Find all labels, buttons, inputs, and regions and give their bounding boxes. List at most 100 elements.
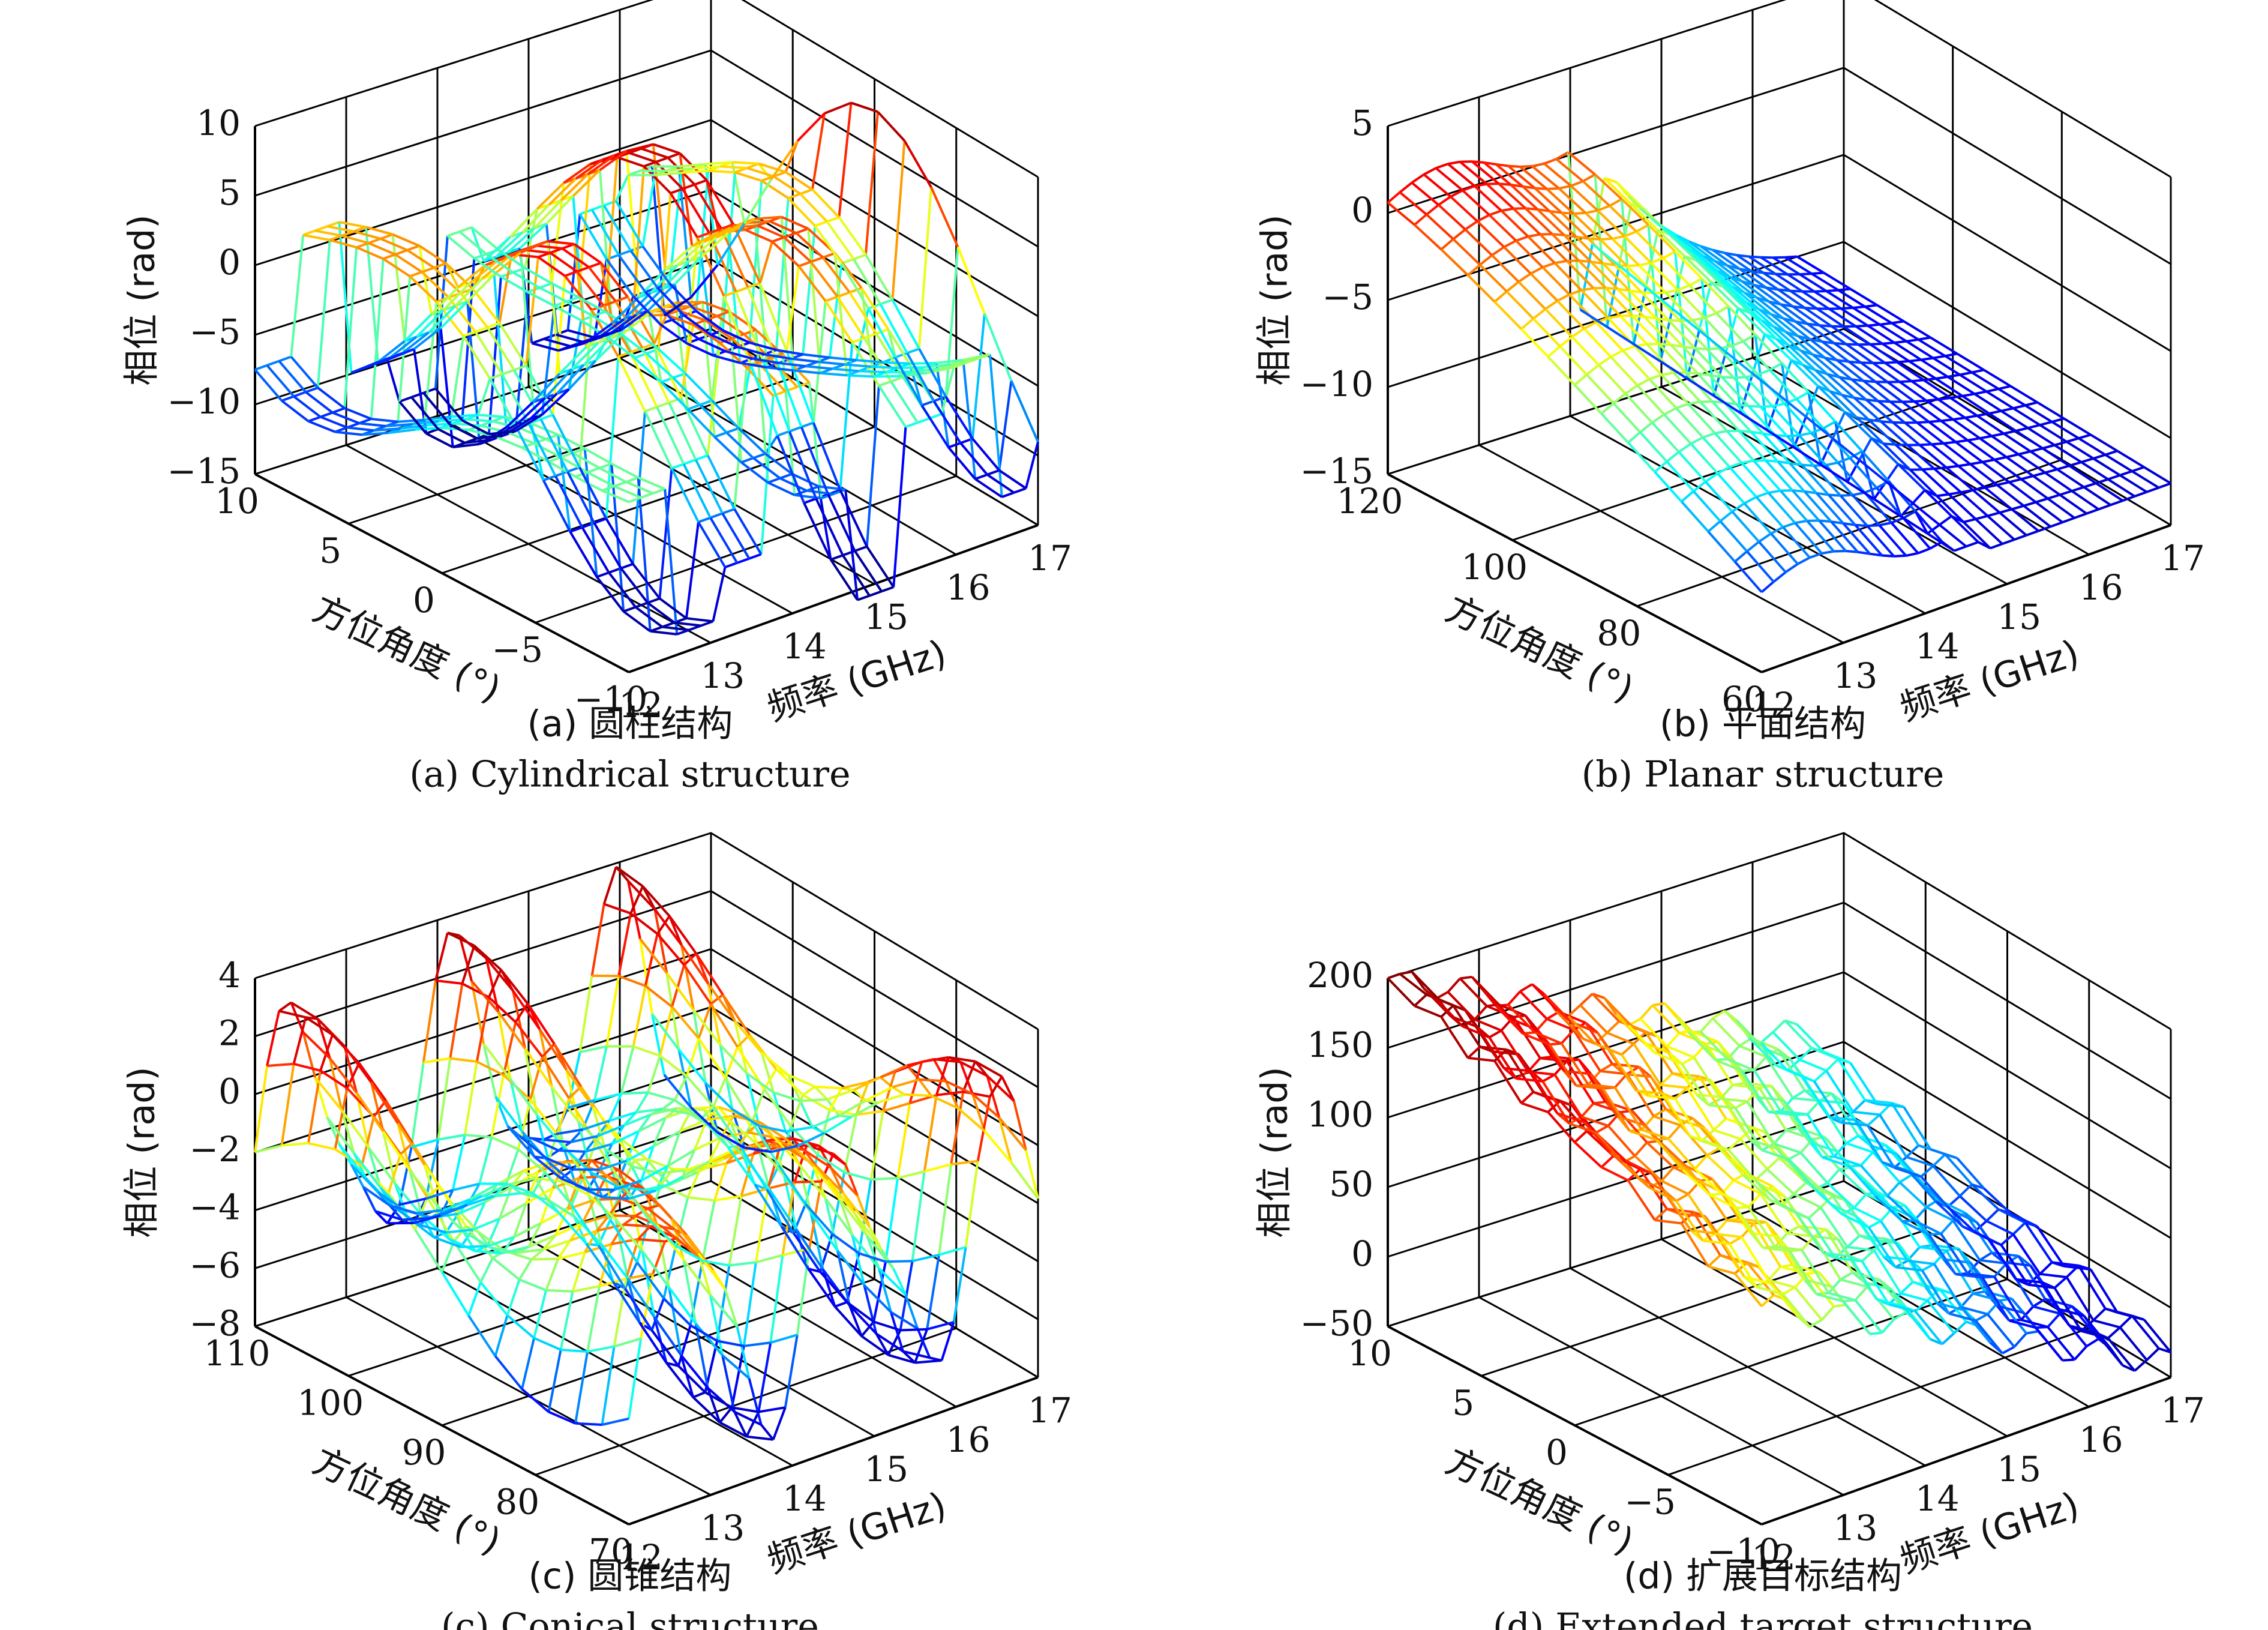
- mesh-segment: [1792, 305, 1820, 326]
- mesh-segment: [2035, 497, 2048, 504]
- mesh-segment: [1667, 319, 1696, 349]
- mesh-segment: [1829, 1116, 1856, 1122]
- mesh-segment: [1777, 460, 1790, 465]
- mesh-segment: [473, 253, 487, 260]
- mesh-segment: [1749, 311, 1778, 340]
- mesh-segment: [1610, 349, 1624, 358]
- mesh-segment: [266, 359, 280, 367]
- mesh-segment: [1411, 173, 1425, 184]
- mesh-segment: [388, 428, 416, 435]
- mesh-segment: [1555, 1010, 1584, 1040]
- mesh-segment: [1662, 257, 1691, 286]
- mesh-segment: [1399, 973, 1427, 996]
- mesh-segment: [1666, 1032, 1681, 1048]
- mesh-segment: [544, 368, 573, 399]
- mesh-segment: [541, 305, 556, 415]
- mesh-segment: [1678, 451, 1707, 483]
- mesh-segment: [1767, 492, 1796, 524]
- mesh-segment: [650, 1107, 678, 1116]
- mesh-segment: [724, 1289, 739, 1328]
- mesh-segment: [626, 880, 641, 939]
- mesh-segment: [1742, 1174, 1771, 1201]
- mesh-segment: [887, 328, 916, 374]
- mesh-segment: [930, 187, 959, 248]
- mesh-segment: [1807, 519, 1819, 522]
- mesh-segment: [1792, 1096, 1820, 1102]
- mesh-segment: [1780, 489, 1793, 492]
- mesh-segment: [1758, 541, 1787, 573]
- mesh-segment: [1999, 1299, 2027, 1334]
- mesh-segment: [1847, 1245, 1874, 1252]
- mesh-segment: [644, 1188, 673, 1220]
- mesh-segment: [1924, 489, 1952, 517]
- z-tick-label: 0: [1351, 190, 1373, 230]
- mesh-segment: [1670, 1154, 1699, 1182]
- mesh-segment: [1625, 1159, 1653, 1175]
- mesh-segment: [1609, 1048, 1637, 1092]
- mesh-segment: [1452, 228, 1466, 240]
- mesh-segment: [704, 319, 733, 340]
- mesh-segment: [892, 1268, 907, 1296]
- mesh-segment: [674, 1099, 703, 1120]
- mesh-segment: [1747, 1206, 1777, 1248]
- mesh-segment: [637, 477, 652, 631]
- mesh-segment: [370, 1081, 385, 1132]
- mesh-segment: [461, 419, 490, 436]
- mesh-segment: [531, 341, 559, 352]
- mesh-segment: [1774, 1142, 1801, 1154]
- mesh-segment: [1697, 373, 1726, 404]
- mesh-segment: [758, 241, 773, 284]
- mesh-segment: [837, 291, 850, 298]
- mesh-segment: [447, 230, 460, 237]
- mesh-segment: [754, 215, 782, 220]
- mesh-segment: [1749, 1138, 1777, 1150]
- mesh-segment: [2119, 470, 2133, 477]
- mesh-segment: [2008, 481, 2037, 504]
- mesh-segment: [1503, 246, 1532, 275]
- mesh-segment: [1897, 359, 1909, 364]
- mesh-segment: [1699, 1180, 1729, 1221]
- mesh-segment: [543, 337, 571, 347]
- mesh-segment: [1505, 281, 1520, 293]
- mesh-segment: [2134, 1359, 2148, 1372]
- mesh-segment: [2045, 468, 2058, 474]
- mesh-segment: [536, 182, 565, 210]
- mesh-segment: [1532, 308, 1546, 320]
- mesh-segment: [641, 1251, 656, 1318]
- mesh-segment: [482, 236, 511, 262]
- mesh-segment: [623, 1111, 637, 1126]
- mesh-segment: [650, 1298, 665, 1331]
- mesh-segment: [785, 350, 815, 424]
- mesh-segment: [1705, 263, 1734, 288]
- mesh-segment: [1940, 1233, 1969, 1275]
- mesh-segment: [1643, 316, 1672, 346]
- mesh-segment: [733, 1020, 748, 1074]
- mesh-segment: [1688, 284, 1718, 314]
- mesh-segment: [1505, 290, 1535, 320]
- mesh-segment: [886, 370, 913, 374]
- mesh-segment: [1597, 209, 1625, 238]
- mesh-segment: [1826, 1182, 1855, 1209]
- mesh-segment: [646, 352, 674, 379]
- mesh-segment: [1474, 1005, 1488, 1021]
- mesh-segment: [1414, 993, 1427, 1007]
- mesh-segment: [1798, 435, 1827, 466]
- mesh-segment: [395, 248, 408, 256]
- mesh-segment: [674, 621, 701, 627]
- mesh-segment: [677, 1325, 692, 1367]
- mesh-segment: [1681, 1063, 1710, 1106]
- mesh-segment: [593, 259, 608, 338]
- mesh-segment: [377, 340, 406, 363]
- mesh-segment: [1828, 494, 1856, 526]
- mesh-segment: [1952, 418, 1981, 439]
- mesh-segment: [1846, 1134, 1859, 1144]
- mesh-segment: [800, 188, 813, 195]
- mesh-segment: [731, 1406, 759, 1413]
- mesh-segment: [1700, 245, 1729, 267]
- y-axis-line: [254, 1325, 629, 1526]
- mesh-segment: [758, 1124, 786, 1133]
- mesh-segment: [477, 1230, 506, 1253]
- mesh-segment: [1414, 1005, 1442, 1018]
- mesh-segment: [1795, 519, 1808, 525]
- mesh-segment: [614, 1179, 642, 1191]
